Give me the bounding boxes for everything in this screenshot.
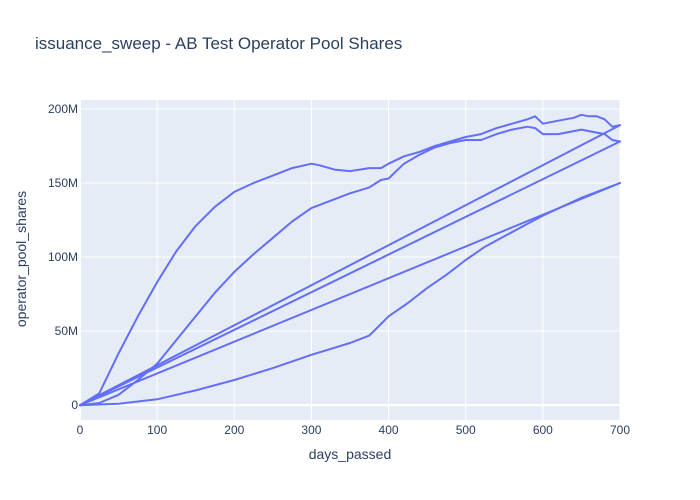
chart-title: issuance_sweep - AB Test Operator Pool S… [35, 34, 403, 53]
y-tick-label: 150M [48, 176, 78, 190]
y-tick-label: 200M [48, 102, 78, 116]
series-line-1 [79, 113, 621, 407]
x-axis-label: days_passed [308, 446, 392, 462]
y-tick-label: 0 [71, 398, 78, 412]
series-line-6 [79, 182, 621, 407]
x-tick-label: 200 [224, 423, 244, 437]
series-line-5 [79, 182, 621, 407]
x-tick-label: 0 [77, 423, 84, 437]
x-tick-label: 700 [610, 423, 630, 437]
series-line-4 [79, 140, 621, 407]
series-line-2 [79, 125, 621, 407]
x-tick-label: 500 [456, 423, 476, 437]
y-tick-label: 50M [55, 324, 78, 338]
x-tick-label: 600 [533, 423, 553, 437]
y-tick-label: 100M [48, 250, 78, 264]
x-tick-label: 100 [147, 423, 167, 437]
series-line-3 [79, 124, 621, 407]
y-axis-label: operator_pool_shares [13, 190, 29, 328]
x-tick-label: 400 [379, 423, 399, 437]
x-tick-label: 300 [301, 423, 321, 437]
